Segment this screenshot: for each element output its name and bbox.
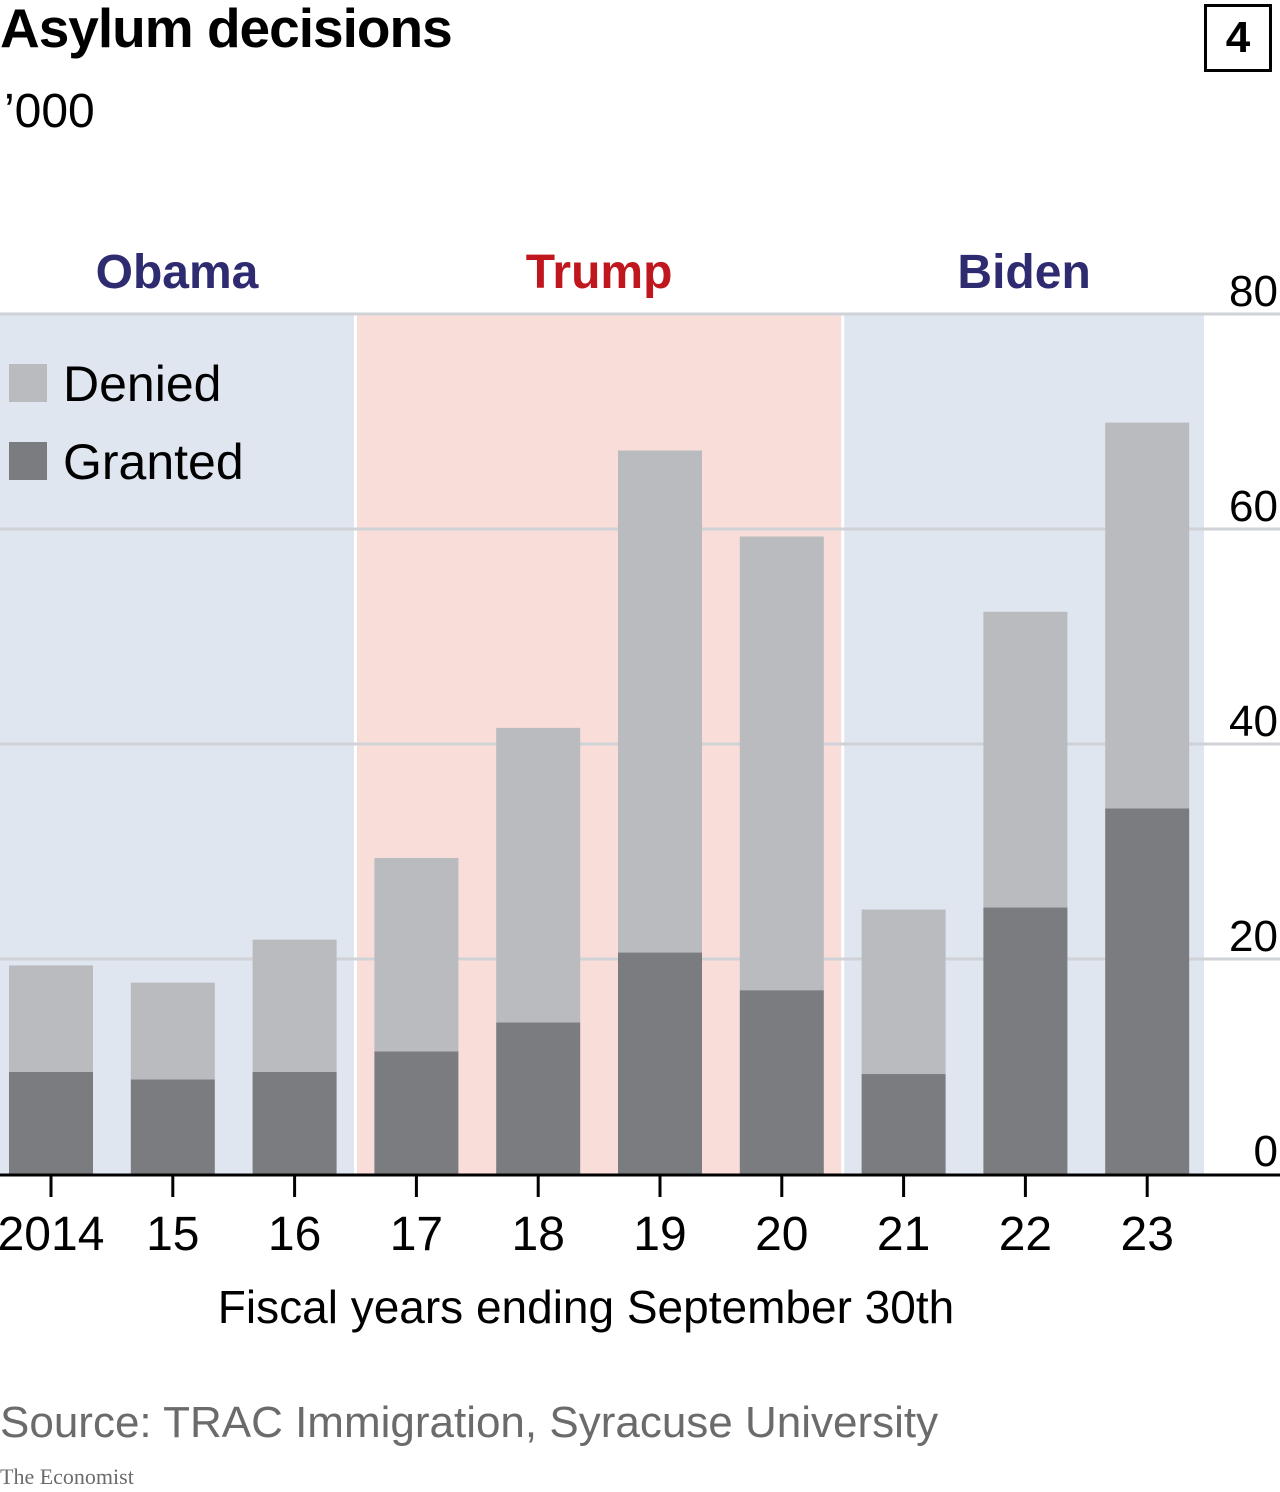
x-tick-label-23: 23 — [1121, 1208, 1174, 1261]
legend-label-granted: Granted — [63, 434, 244, 490]
bar-denied-19 — [618, 450, 702, 953]
bar-denied-16 — [252, 939, 337, 1072]
period-label-trump: Trump — [526, 246, 673, 299]
x-tick-label-16: 16 — [268, 1208, 321, 1261]
bar-granted-21 — [861, 1074, 946, 1174]
chart-subtitle: ’000 — [4, 85, 95, 138]
y-tick-label-60: 60 — [1229, 482, 1278, 531]
source-note: Source: TRAC Immigration, Syracuse Unive… — [0, 1398, 939, 1447]
x-axis-label: Fiscal years ending September 30th — [217, 1281, 955, 1333]
chart-title: Asylum decisions — [0, 0, 453, 59]
bar-denied-2014 — [9, 965, 93, 1072]
bar-granted-23 — [1105, 808, 1190, 1174]
y-tick-label-80: 80 — [1229, 267, 1278, 316]
stacked-bar-chart: Obama Trump Biden 0 20 40 60 80 2014 15 16 17 18 19 20… — [0, 246, 1280, 1261]
x-tick-label-22: 22 — [999, 1208, 1052, 1261]
bar-denied-15 — [130, 982, 215, 1080]
legend-swatch-denied — [9, 364, 47, 402]
bar-denied-22 — [983, 611, 1068, 908]
x-tick-label-21: 21 — [877, 1208, 930, 1261]
bar-granted-16 — [252, 1071, 337, 1174]
x-tick-label-17: 17 — [390, 1208, 443, 1261]
bar-denied-20 — [739, 536, 824, 991]
bar-granted-19 — [618, 952, 702, 1174]
bar-granted-20 — [739, 990, 824, 1174]
chart-number-badge: 4 — [1204, 4, 1272, 72]
period-label-biden: Biden — [957, 246, 1090, 299]
bar-granted-18 — [496, 1022, 581, 1174]
x-tick-label-18: 18 — [512, 1208, 565, 1261]
bar-denied-23 — [1105, 422, 1190, 809]
legend-swatch-granted — [9, 442, 47, 480]
bar-denied-17 — [374, 857, 459, 1052]
publisher-brand: The Economist — [0, 1464, 134, 1489]
bar-granted-2014 — [9, 1071, 93, 1174]
y-tick-label-20: 20 — [1229, 912, 1278, 961]
x-tick-label-2014: 2014 — [0, 1208, 104, 1261]
x-tick-label-15: 15 — [146, 1208, 199, 1261]
legend-label-denied: Denied — [63, 356, 221, 412]
bar-granted-17 — [374, 1051, 459, 1174]
bar-denied-21 — [861, 909, 946, 1075]
x-tick-label-19: 19 — [633, 1208, 686, 1261]
y-tick-label-40: 40 — [1229, 697, 1278, 746]
period-label-obama: Obama — [96, 246, 259, 299]
y-tick-label-0: 0 — [1254, 1127, 1278, 1176]
bar-granted-22 — [983, 907, 1068, 1174]
bar-denied-18 — [496, 727, 581, 1023]
x-tick-label-20: 20 — [755, 1208, 808, 1261]
bar-granted-15 — [130, 1079, 215, 1174]
